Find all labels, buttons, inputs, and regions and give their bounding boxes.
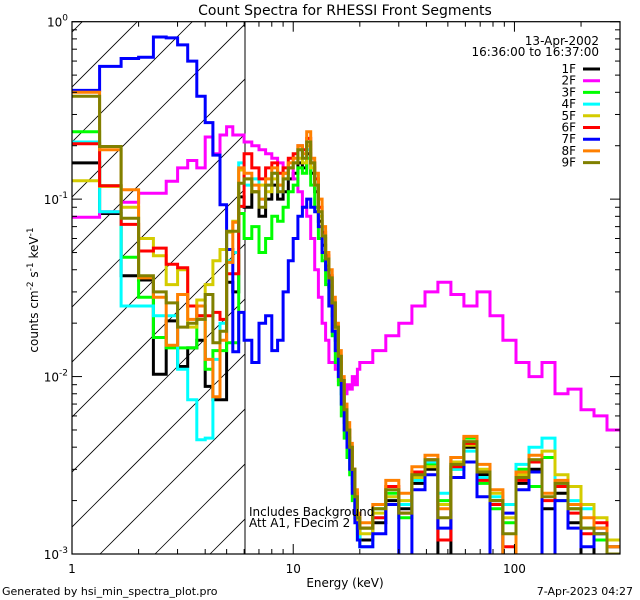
legend-date: 13-Apr-2002: [525, 34, 599, 48]
y-tick-label: 10-2: [44, 369, 68, 385]
legend-item-1F: 1F: [561, 62, 600, 76]
legend-item-2F: 2F: [561, 74, 600, 88]
y-tick-label: 10-3: [44, 546, 68, 562]
legend-item-8F: 8F: [561, 144, 600, 158]
legend-label: 5F: [561, 109, 576, 123]
legend-item-3F: 3F: [561, 85, 600, 99]
footer-timestamp: 7-Apr-2023 04:27: [537, 585, 633, 598]
y-axis-label: counts cm-2 s-1 keV-1: [26, 227, 41, 352]
legend-label: 1F: [561, 62, 576, 76]
y-tick-label: 10-1: [44, 191, 68, 207]
legend-item-4F: 4F: [561, 97, 600, 111]
x-axis-label: Energy (keV): [306, 576, 383, 590]
legend-item-6F: 6F: [561, 121, 600, 135]
legend-time-range: 16:36:00 to 16:37:00: [472, 45, 599, 59]
hatch-line: [72, 298, 245, 473]
legend-label: 3F: [561, 85, 576, 99]
legend-label: 2F: [561, 74, 576, 88]
legend-label: 6F: [561, 121, 576, 135]
annotation-background: Includes Background: [249, 505, 374, 519]
hatch-line: [265, 14, 640, 554]
x-tick-label: 1: [68, 562, 76, 576]
series-line-1F: [72, 152, 620, 554]
series-line-5F: [72, 144, 620, 542]
hatch-line: [72, 188, 245, 363]
legend-label: 4F: [561, 97, 576, 111]
x-tick-label: 10: [286, 562, 301, 576]
hatch-line: [72, 23, 245, 198]
hatch-line: [72, 78, 245, 253]
series-line-9F: [72, 94, 620, 554]
legend-label: 7F: [561, 132, 576, 146]
legend-item-7F: 7F: [561, 132, 600, 146]
x-tick-label: 100: [503, 562, 526, 576]
plot-frame: [71, 21, 621, 555]
footer-generated-by: Generated by hsi_min_spectra_plot.pro: [2, 585, 218, 598]
legend-label: 8F: [561, 144, 576, 158]
hatch-line: [72, 353, 245, 528]
chart-title: Count Spectra for RHESSI Front Segments: [198, 3, 492, 19]
hatch-line: [99, 408, 245, 554]
hatch-line: [72, 133, 245, 308]
series-line-7F: [72, 35, 609, 554]
y-tick-label: 100: [47, 14, 68, 30]
legend-label: 9F: [561, 156, 576, 170]
series-line-2F: [72, 125, 620, 432]
legend-item-5F: 5F: [561, 109, 600, 123]
hatch-line: [72, 21, 193, 143]
legend-item-9F: 9F: [561, 156, 600, 170]
annotation-attenuator: Att A1, FDecim 2: [249, 516, 350, 530]
series-line-8F: [72, 90, 620, 554]
